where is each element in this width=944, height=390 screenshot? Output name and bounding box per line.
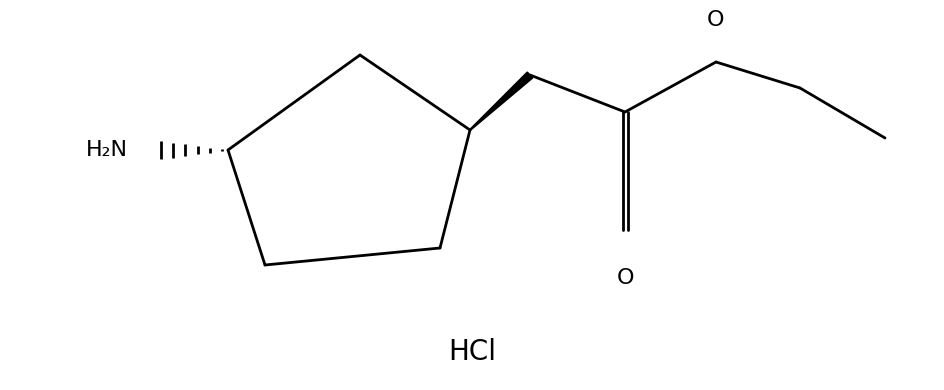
Text: O: O bbox=[707, 10, 725, 30]
Text: H₂N: H₂N bbox=[86, 140, 128, 160]
Text: HCl: HCl bbox=[448, 338, 496, 366]
Polygon shape bbox=[470, 72, 532, 130]
Text: O: O bbox=[616, 268, 633, 288]
